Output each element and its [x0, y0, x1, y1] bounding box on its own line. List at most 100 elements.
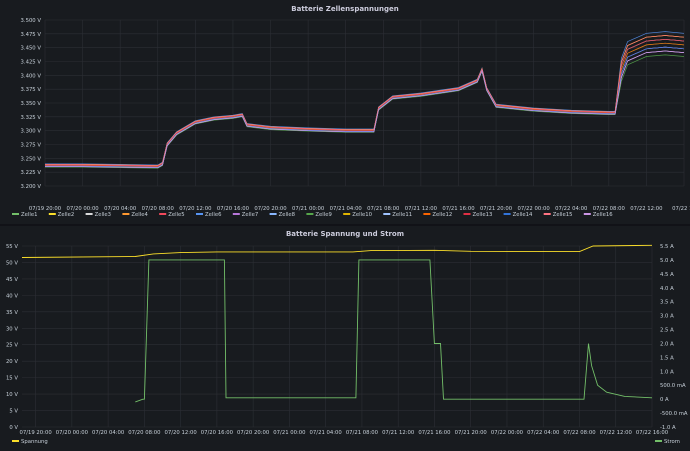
legend-swatch [232, 213, 240, 215]
x-tick-label: 07/20 00:00 [56, 430, 89, 436]
y-right-tick-label: 1.5 A [660, 355, 674, 361]
x-tick-label: 07/21 20:00 [480, 206, 513, 212]
legend-swatch [269, 213, 277, 215]
y-tick-label: 3.275 V [21, 143, 42, 149]
y-left-tick-label: 10 V [6, 392, 18, 398]
grid [44, 19, 685, 187]
legend-entry-zelle4: Zelle4 [131, 212, 148, 218]
grid [22, 245, 653, 428]
x-tick-label: 07/20 12:00 [165, 430, 198, 436]
y-right-tick-label: -500.0 mA [660, 411, 688, 417]
legend-swatch [122, 213, 130, 215]
y-tick-label: 3.250 V [21, 156, 42, 162]
y-tick-label: 3.500 V [21, 18, 42, 24]
legend-entry-zelle5: Zelle5 [168, 212, 184, 218]
x-tick-label: 07/21 08:00 [367, 206, 400, 212]
y-right-tick-label: -1.0 A [660, 425, 676, 431]
y-left-tick-label: 55 V [6, 244, 18, 250]
x-tick-label: 07/20 00:00 [66, 206, 99, 212]
legend-swatch [196, 213, 203, 215]
x-tick-label: 07/20 20:00 [237, 430, 270, 436]
legend-entry-zelle1: Zelle1 [21, 212, 37, 218]
legend-entry-zelle13: Zelle13 [473, 212, 493, 218]
x-tick-label: 07/19 20:00 [29, 206, 62, 212]
x-tick-label: 07/22 12:00 [630, 206, 663, 212]
series-line-zelle11 [45, 50, 685, 169]
y-right-tick-label: 2.0 A [660, 341, 674, 347]
y-right-tick-label: 5.0 A [660, 258, 674, 264]
y-right-tick-label: 500.0 mA [660, 383, 686, 389]
series-line-zelle3 [45, 46, 685, 168]
panel-title: Batterie Zellenspannungen [291, 5, 399, 13]
y-left-tick-label: 50 V [6, 260, 18, 266]
y-left-tick-label: 40 V [6, 293, 18, 299]
x-tick-label: 07/21 12:00 [405, 206, 438, 212]
y-tick-label: 3.400 V [21, 73, 42, 79]
series-line-spannung [21, 244, 653, 258]
x-tick-label: 07/20 20:00 [254, 206, 287, 212]
legend-entry-zelle7: Zelle7 [242, 212, 258, 218]
series-line-zelle5 [45, 50, 685, 169]
voltage-current-panel: Batterie Spannung und Strom 0 V 5 V 10 V 15… [0, 226, 690, 451]
y-right-tick-label: 1.0 A [660, 369, 674, 375]
legend-swatch [503, 213, 511, 215]
y-left-tick-label: 0 V [9, 425, 18, 431]
legend-entry-strom: Strom [664, 439, 680, 445]
x-tick-label: 07/20 16:00 [217, 206, 250, 212]
y-tick-label: 3.225 V [21, 170, 42, 176]
legend-entry-zelle12: Zelle12 [432, 212, 452, 218]
y-right-tick-label: 3.0 A [660, 314, 674, 320]
legend-swatch [463, 213, 471, 215]
legend-swatch [12, 213, 19, 215]
legend-entry-zelle2: Zelle2 [58, 212, 74, 218]
legend-swatch [423, 213, 431, 215]
y-tick-label: 3.475 V [21, 32, 42, 38]
legend-swatch [85, 213, 93, 215]
cell-voltage-panel: Batterie Zellenspannungen 3.200 V 3.225 V… [0, 0, 690, 224]
legend-entry-zelle3: Zelle3 [95, 212, 111, 218]
y-tick-label: 3.375 V [21, 87, 42, 93]
series-line-zelle16 [45, 50, 685, 169]
x-tick-label: 07/22 00:00 [518, 206, 551, 212]
y-right-tick-label: 2.5 A [660, 328, 674, 334]
x-tick-label: 07/21 20:00 [455, 430, 488, 436]
y-left-tick-label: 20 V [6, 359, 18, 365]
legend-swatch [12, 440, 19, 442]
y-right-tick-label: 0 A [660, 397, 669, 403]
series-line-zelle15 [45, 35, 685, 166]
legend-entry-zelle16: Zelle16 [593, 212, 613, 218]
y-left-tick-label: 30 V [6, 326, 18, 332]
legend-swatch [48, 213, 56, 215]
x-tick-label: 07/20 04:00 [104, 206, 137, 212]
x-tick-label: 07/22 04:00 [527, 430, 560, 436]
series-line-zelle10 [45, 35, 685, 166]
y-left-tick-label: 35 V [6, 310, 18, 316]
voltage-current-chart: 0 V 5 V 10 V 15 V 20 V 25 V 30 V 35 V 40 V 45 V 50… [6, 244, 688, 445]
y-right-tick-label: 4.0 A [660, 286, 674, 292]
series-line-zelle4 [45, 35, 685, 166]
y-tick-label: 3.350 V [21, 101, 42, 107]
x-tick-label: 07/19 20:00 [19, 430, 52, 436]
x-tick-label: 07/22 16 [672, 206, 690, 212]
y-left-tick-label: 15 V [6, 376, 18, 382]
cell-voltage-chart: 3.200 V 3.225 V 3.250 V 3.275 V 3.300 V 3.325… [12, 18, 690, 218]
y-right-tick-label: 4.5 A [660, 272, 674, 278]
x-tick-label: 07/20 08:00 [142, 206, 175, 212]
legend-swatch [159, 213, 167, 215]
series-line-zelle14 [45, 46, 685, 168]
x-tick-label: 07/21 04:00 [310, 430, 343, 436]
x-tick-label: 07/20 04:00 [92, 430, 125, 436]
x-tick-label: 07/22 08:00 [593, 206, 626, 212]
x-tick-label: 07/22 08:00 [563, 430, 596, 436]
panel-title: Batterie Spannung und Strom [285, 230, 405, 238]
x-tick-label: 07/21 04:00 [330, 206, 363, 212]
x-tick-label: 07/21 08:00 [346, 430, 379, 436]
x-tick-label: 07/21 16:00 [418, 430, 451, 436]
legend-swatch [306, 213, 314, 215]
x-tick-label: 07/22 12:00 [600, 430, 633, 436]
x-tick-label: 07/20 12:00 [179, 206, 212, 212]
y-tick-label: 3.200 V [21, 184, 42, 190]
y-left-tick-label: 5 V [9, 409, 18, 415]
legend-swatch [343, 213, 351, 215]
legend-swatch [543, 213, 551, 215]
